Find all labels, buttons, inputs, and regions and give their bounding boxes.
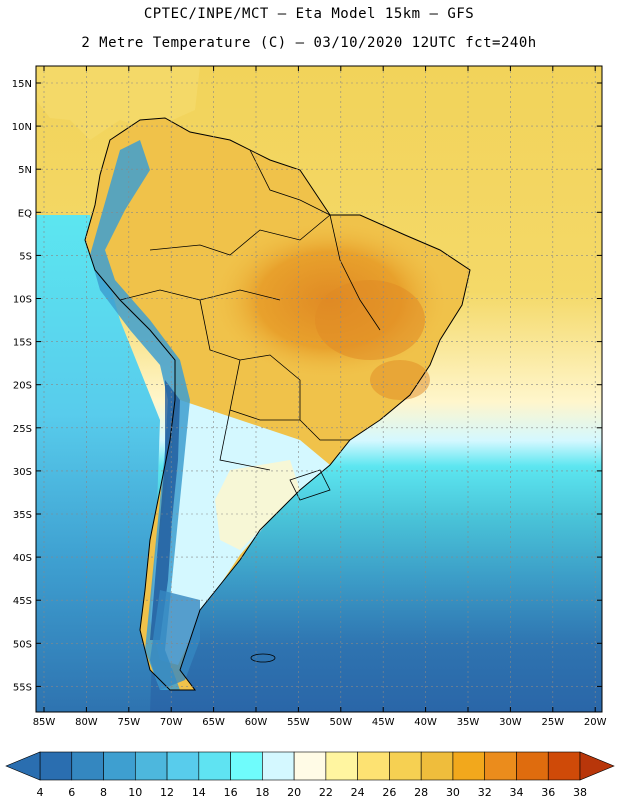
colorbar-label: 6 [68,786,75,799]
colorbar-swatch [134,751,168,781]
colorbar-label: 24 [351,786,365,799]
colorbar-swatch [39,751,73,781]
lat-tick-label: 15N [12,79,32,90]
colorbar-label: 38 [573,786,587,799]
colorbar-swatch [230,751,263,781]
lat-tick-label: 25S [13,424,32,435]
colorbar-swatch [547,751,581,781]
colorbar-label: 32 [478,786,492,799]
colorbar-label: 20 [287,786,301,799]
lat-tick-label: 15S [13,338,32,349]
lon-tick-label: 55W [287,717,310,728]
map-title: CPTEC/INPE/MCT – Eta Model 15km – GFS [143,6,475,22]
lat-tick-label: 50S [13,639,32,650]
colorbar-swatch [262,751,295,781]
lon-tick-label: 20W [584,717,607,728]
colorbar-label: 18 [255,786,269,799]
lat-tick-label: 10S [13,295,32,306]
andes-peaks [150,380,180,640]
lon-tick-label: 85W [33,717,56,728]
lon-tick-label: 50W [329,717,352,728]
colorbar-swatch [198,751,231,781]
colorbar-low-arrow [5,751,41,781]
lat-tick-label: 30S [13,467,32,478]
lat-tick-label: 40S [13,553,32,564]
map-subtitle: 2 Metre Temperature (C) – 03/10/2020 12U… [81,35,537,51]
lon-tick-label: 40W [414,717,437,728]
colorbar-swatch [293,751,327,781]
longitude-axis: 85W 80W 75W 70W 65W 60W 55W 50W 45W 40W 35W 30W 25W 2… [33,66,607,728]
lat-tick-label: EQ [18,208,32,219]
patagonia [150,590,200,690]
colorbar-label: 34 [509,786,523,799]
country-borders [119,149,381,471]
colorbar-swatch [484,751,517,781]
colorbar-label: 26 [382,786,396,799]
lat-tick-label: 35S [13,510,32,521]
lat-tick-label: 5S [19,251,32,262]
colorbar-label: 12 [160,786,174,799]
colorbar-label: 22 [319,786,333,799]
colorbar-swatch [516,751,549,781]
lat-tick-label: 20S [13,381,32,392]
lon-tick-label: 70W [160,717,183,728]
uruguay-border [289,469,331,501]
colorbar-label: 4 [37,786,44,799]
lon-tick-label: 80W [75,717,98,728]
colorbar-swatch [325,751,358,781]
lon-tick-label: 45W [372,717,395,728]
hot-patch-east [370,360,430,400]
coastline [84,117,471,691]
colorbar-label: 30 [446,786,460,799]
colorbar-swatch [389,751,422,781]
colorbar-swatch [452,751,486,781]
colorbar-swatch [166,751,200,781]
lat-tick-label: 45S [13,596,32,607]
falkland-islands [250,653,276,663]
pampas-cool [215,460,300,550]
colorbar-label: 10 [128,786,142,799]
lon-tick-label: 25W [541,717,564,728]
lon-tick-label: 35W [457,717,480,728]
colorbar-high-arrow [579,751,615,781]
colorbar-swatch [420,751,454,781]
colorbar-label: 28 [414,786,428,799]
colorbar-label: 16 [224,786,238,799]
colorbar-swatch [71,751,104,781]
lon-tick-label: 75W [117,717,140,728]
lon-tick-label: 60W [245,717,268,728]
lat-tick-label: 10N [12,122,32,133]
graticule [36,66,602,712]
colorbar-label: 14 [192,786,206,799]
map-frame [35,65,603,713]
hotter-region [315,280,425,360]
latitude-axis: 15N 10N 5N EQ 5S 10S 15S 20S 25S 30S 35S 40S 45S 50S 5… [12,79,602,693]
colorbar-swatch [357,751,390,781]
lon-tick-label: 30W [499,717,522,728]
lat-tick-label: 5N [18,165,32,176]
lon-tick-label: 65W [202,717,225,728]
lat-tick-label: 55S [13,682,32,693]
colorbar-swatch [103,751,136,781]
colorbar-label: 8 [100,786,107,799]
colorbar-label: 36 [541,786,555,799]
